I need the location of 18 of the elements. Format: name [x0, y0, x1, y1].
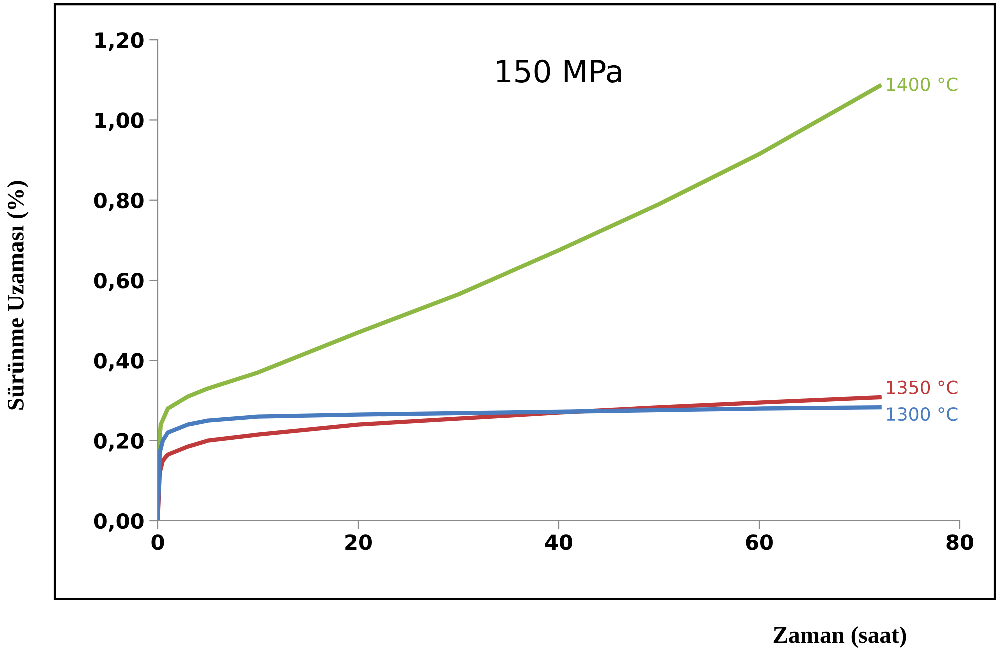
x-tick-label: 40: [545, 534, 572, 550]
x-tick-label: 20: [346, 534, 372, 550]
series-label: 1300 °C: [887, 408, 958, 422]
y-tick-label: 1,20: [96, 32, 144, 51]
y-tick-label: 0,40: [94, 353, 144, 372]
x-tick-label: 60: [746, 534, 773, 550]
y-tick-label: 0,00: [94, 513, 144, 532]
y-tick-label: 1,00: [96, 112, 144, 132]
y-axis-title: Sürünme Uzaması (%): [7, 181, 29, 410]
series-label: 1350 °C: [887, 380, 958, 394]
text: 150 MPa: [497, 60, 622, 83]
series-label: 1400 °C: [887, 78, 958, 92]
x-axis-title: Zaman (saat): [774, 626, 906, 648]
y-tick-label: 0,80: [94, 192, 144, 212]
y-tick-label: 0,60: [94, 272, 144, 292]
y-tick-label: 0,20: [94, 433, 144, 452]
x-tick-label: 0: [152, 534, 164, 550]
x-tick-label: 80: [946, 534, 974, 550]
